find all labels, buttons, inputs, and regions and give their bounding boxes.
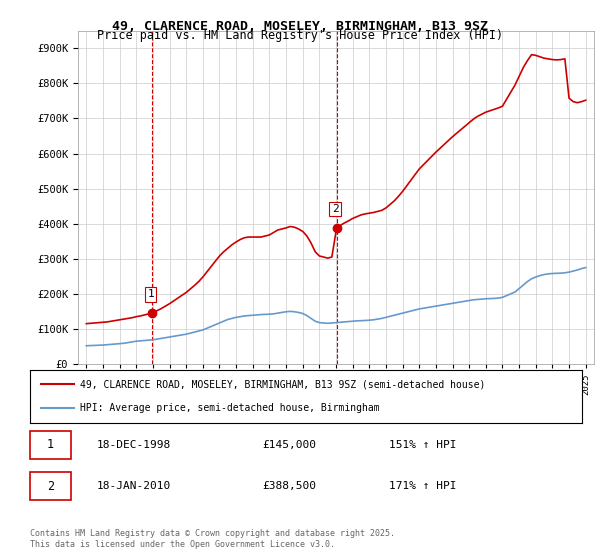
Text: 1: 1	[147, 290, 154, 300]
Text: 2: 2	[332, 204, 338, 214]
Text: 49, CLARENCE ROAD, MOSELEY, BIRMINGHAM, B13 9SZ (semi-detached house): 49, CLARENCE ROAD, MOSELEY, BIRMINGHAM, …	[80, 380, 485, 390]
Text: Price paid vs. HM Land Registry's House Price Index (HPI): Price paid vs. HM Land Registry's House …	[97, 29, 503, 42]
Text: 18-DEC-1998: 18-DEC-1998	[96, 440, 170, 450]
Text: £388,500: £388,500	[262, 482, 316, 491]
Text: 1: 1	[47, 438, 54, 451]
Text: 49, CLARENCE ROAD, MOSELEY, BIRMINGHAM, B13 9SZ: 49, CLARENCE ROAD, MOSELEY, BIRMINGHAM, …	[112, 20, 488, 32]
FancyBboxPatch shape	[30, 431, 71, 459]
FancyBboxPatch shape	[30, 472, 71, 501]
Text: 18-JAN-2010: 18-JAN-2010	[96, 482, 170, 491]
Text: Contains HM Land Registry data © Crown copyright and database right 2025.
This d: Contains HM Land Registry data © Crown c…	[30, 529, 395, 549]
Text: 151% ↑ HPI: 151% ↑ HPI	[389, 440, 457, 450]
Text: 2: 2	[47, 480, 54, 493]
Text: 171% ↑ HPI: 171% ↑ HPI	[389, 482, 457, 491]
Text: HPI: Average price, semi-detached house, Birmingham: HPI: Average price, semi-detached house,…	[80, 403, 379, 413]
Text: £145,000: £145,000	[262, 440, 316, 450]
